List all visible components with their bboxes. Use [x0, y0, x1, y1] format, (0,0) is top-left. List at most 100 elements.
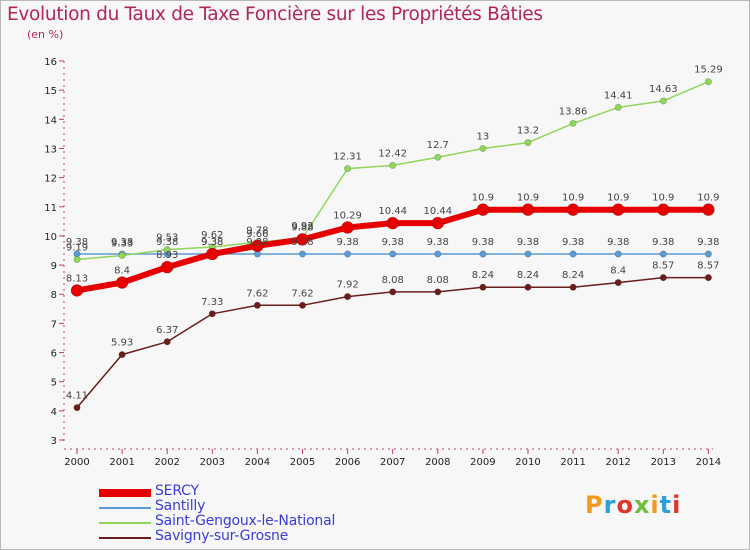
data-point-saint-gengoux-le-national — [524, 139, 532, 147]
y-tick-label: 5 — [51, 378, 57, 389]
legend-label: SERCY — [155, 483, 199, 499]
data-point-saint-gengoux-le-national — [614, 103, 622, 111]
data-label-sercy: 10.9 — [517, 193, 539, 204]
data-point-sercy — [160, 260, 174, 274]
data-point-savigny-sur-grosne — [659, 274, 667, 282]
data-point-savigny-sur-grosne — [614, 279, 622, 287]
data-point-sercy — [341, 221, 354, 234]
data-label-sercy: 8.13 — [66, 273, 88, 284]
data-label-santilly: 9.38 — [111, 237, 133, 248]
data-label-santilly: 9.38 — [652, 237, 674, 248]
legend-swatch-savigny — [99, 537, 151, 539]
logo-letter: i — [672, 491, 682, 519]
data-point-santilly — [704, 250, 712, 258]
data-label-saint-gengoux-le-national: 12.42 — [378, 148, 407, 159]
data-point-sercy — [702, 203, 715, 216]
data-point-santilly — [569, 250, 577, 258]
data-point-sercy — [206, 247, 219, 261]
data-point-sercy — [70, 284, 84, 297]
y-tick-label: 16 — [44, 57, 57, 68]
data-point-saint-gengoux-le-national — [704, 78, 712, 86]
data-point-savigny-sur-grosne — [479, 283, 487, 291]
data-label-saint-gengoux-le-national: 13.86 — [559, 106, 588, 117]
y-tick-label: 8 — [51, 290, 57, 301]
data-label-savigny-sur-grosne: 8.08 — [382, 275, 404, 286]
chart-title: Evolution du Taux de Taxe Foncière sur l… — [7, 4, 543, 25]
data-point-saint-gengoux-le-national — [479, 144, 487, 152]
y-tick-label: 7 — [51, 319, 57, 330]
data-label-savigny-sur-grosne: 7.92 — [336, 280, 358, 291]
data-label-santilly: 9.38 — [291, 237, 313, 248]
data-label-savigny-sur-grosne: 8.24 — [562, 270, 584, 281]
x-tick-label: 2002 — [154, 457, 179, 468]
x-tick-label: 2000 — [64, 457, 89, 468]
legend-swatch-santilly — [99, 507, 151, 509]
data-label-sercy: 8.4 — [114, 266, 130, 277]
data-point-savigny-sur-grosne — [704, 274, 712, 282]
logo-letter: o — [616, 491, 634, 519]
data-point-saint-gengoux-le-national — [659, 97, 667, 105]
data-point-sercy — [566, 203, 580, 216]
data-label-santilly: 9.38 — [697, 237, 719, 248]
data-point-santilly — [524, 250, 532, 258]
data-label-savigny-sur-grosne: 8.24 — [472, 270, 494, 281]
data-label-sercy: 10.44 — [378, 206, 407, 217]
data-label-saint-gengoux-le-national: 12.31 — [333, 152, 362, 163]
data-label-sercy: 8.93 — [156, 250, 178, 261]
y-tick-label: 6 — [51, 349, 57, 360]
data-point-saint-gengoux-le-national — [163, 246, 171, 254]
y-tick-label: 15 — [44, 86, 57, 97]
series-line-savigny-sur-grosne — [76, 276, 710, 409]
data-label-santilly: 9.38 — [472, 237, 494, 248]
data-label-savigny-sur-grosne: 7.33 — [201, 297, 223, 308]
y-tick-label: 11 — [44, 203, 57, 214]
data-label-saint-gengoux-le-national: 13.2 — [517, 126, 539, 137]
data-point-savigny-sur-grosne — [344, 293, 352, 301]
x-tick-label: 2005 — [290, 457, 315, 468]
data-label-saint-gengoux-le-national: 13 — [477, 131, 490, 142]
y-tick-label: 3 — [51, 436, 57, 447]
data-point-sercy — [251, 239, 264, 253]
data-label-savigny-sur-grosne: 6.37 — [156, 325, 178, 336]
legend-swatch-sercy — [99, 489, 151, 497]
data-label-savigny-sur-grosne: 8.57 — [652, 261, 674, 272]
data-label-santilly: 9.38 — [517, 237, 539, 248]
data-point-saint-gengoux-le-national — [569, 119, 577, 127]
data-label-saint-gengoux-le-national: 14.41 — [604, 90, 633, 101]
logo-letter: P — [585, 491, 604, 519]
data-label-savigny-sur-grosne: 4.11 — [66, 391, 88, 402]
y-tick-label: 13 — [44, 144, 57, 155]
data-label-saint-gengoux-le-national: 9.19 — [66, 243, 88, 254]
data-label-santilly: 9.38 — [562, 237, 584, 248]
data-point-savigny-sur-grosne — [163, 338, 171, 346]
x-tick-label: 2001 — [109, 457, 134, 468]
data-label-saint-gengoux-le-national: 14.63 — [649, 84, 678, 95]
data-point-santilly — [344, 250, 352, 258]
y-tick-label: 14 — [44, 115, 57, 126]
data-point-savigny-sur-grosne — [434, 288, 442, 296]
logo-letter: i — [650, 491, 660, 519]
chart-subtitle: (en %) — [27, 28, 64, 41]
data-point-savigny-sur-grosne — [118, 351, 126, 359]
x-tick-label: 2003 — [200, 457, 225, 468]
data-label-saint-gengoux-le-national: 12.7 — [427, 140, 449, 151]
x-tick-label: 2007 — [380, 457, 405, 468]
proxiti-logo: Proxiti — [585, 491, 681, 519]
data-point-saint-gengoux-le-national — [434, 153, 442, 161]
data-label-saint-gengoux-le-national: 15.29 — [694, 65, 723, 76]
data-label-sercy: 10.9 — [562, 193, 584, 204]
data-label-sercy: 10.9 — [652, 193, 674, 204]
data-label-santilly: 9.38 — [156, 237, 178, 248]
data-point-sercy — [386, 216, 400, 230]
x-tick-label: 2009 — [470, 457, 495, 468]
data-point-sercy — [611, 203, 625, 216]
x-tick-label: 2006 — [335, 457, 360, 468]
data-point-savigny-sur-grosne — [298, 301, 306, 309]
y-tick-label: 10 — [44, 232, 57, 243]
data-point-sercy — [476, 203, 490, 216]
data-point-savigny-sur-grosne — [253, 301, 261, 309]
data-label-sercy: 10.44 — [423, 206, 452, 217]
data-point-saint-gengoux-le-national — [344, 165, 352, 173]
